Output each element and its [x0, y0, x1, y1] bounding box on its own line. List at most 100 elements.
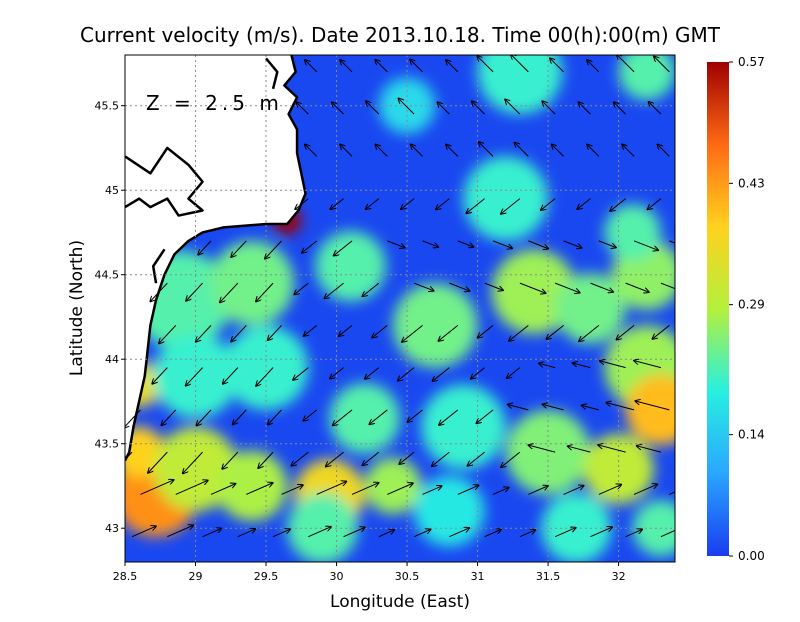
velocity-arrow: [399, 451, 415, 464]
velocity-arrow: [616, 325, 635, 339]
y-tick-label: 43.5: [95, 438, 120, 451]
velocity-arrow: [446, 60, 459, 73]
velocity-arrow: [492, 488, 509, 495]
velocity-arrow: [308, 527, 330, 538]
velocity-arrow: [660, 529, 675, 538]
velocity-arrow: [408, 409, 423, 422]
velocity-arrow: [125, 409, 141, 428]
velocity-arrow: [590, 282, 613, 292]
x-tick-label: 28.5: [113, 570, 138, 583]
velocity-arrow: [398, 367, 415, 381]
velocity-arrow: [387, 483, 412, 495]
velocity-arrow: [411, 145, 423, 157]
velocity-arrow: [528, 486, 547, 495]
x-tick-label: 31.5: [536, 570, 561, 583]
speed-patch: [315, 230, 386, 302]
velocity-arrow: [439, 409, 459, 425]
velocity-arrow: [648, 198, 662, 210]
velocity-arrow: [410, 60, 423, 73]
velocity-arrow: [305, 60, 318, 73]
velocity-arrow: [148, 451, 168, 473]
velocity-arrow: [471, 367, 485, 379]
velocity-arrow: [272, 529, 290, 538]
velocity-arrow: [401, 198, 415, 209]
velocity-arrow: [449, 282, 469, 291]
velocity-arrow: [296, 102, 309, 115]
velocity-arrow: [598, 485, 621, 495]
velocity-arrow: [511, 55, 529, 73]
speed-patch: [421, 384, 506, 470]
velocity-arrow: [654, 57, 670, 73]
velocity-arrow: [159, 325, 177, 343]
velocity-arrow: [449, 528, 469, 538]
velocity-arrow: [633, 484, 657, 495]
x-tick-label: 31: [471, 570, 485, 583]
velocity-arrow: [508, 404, 529, 411]
velocity-arrow: [509, 325, 529, 340]
colorbar-tick-label: 0.43: [738, 176, 765, 190]
velocity-arrow: [579, 325, 600, 341]
velocity-arrow: [256, 282, 274, 301]
velocity-arrow: [161, 409, 177, 425]
velocity-arrow: [484, 282, 503, 290]
y-axis-ticks: 43 43.5 44 44.5 45 45.5: [95, 100, 125, 535]
velocity-arrow: [528, 240, 548, 249]
velocity-arrow: [577, 198, 591, 209]
velocity-arrow: [614, 102, 626, 115]
velocity-arrow: [125, 451, 133, 461]
velocity-arrow: [438, 325, 459, 341]
velocity-arrow: [222, 451, 239, 469]
velocity-arrow: [422, 486, 442, 495]
velocity-arrow: [372, 325, 388, 337]
velocity-arrow: [152, 367, 168, 384]
velocity-arrow: [552, 145, 564, 157]
y-tick-label: 43: [105, 522, 119, 535]
velocity-arrow: [220, 282, 239, 302]
velocity-arrow: [183, 451, 203, 473]
speed-patch: [364, 457, 422, 515]
x-axis-ticks: 28.5 29 29.5 30 30.5 31 31.5 32: [113, 562, 626, 583]
velocity-arrow: [590, 527, 612, 538]
velocity-arrow: [167, 525, 193, 538]
velocity-arrows: [125, 55, 675, 538]
coastline: [125, 55, 307, 462]
velocity-arrow: [539, 363, 556, 369]
velocity-arrow: [402, 325, 423, 341]
velocity-arrow: [375, 60, 388, 73]
velocity-arrow: [606, 403, 635, 411]
velocity-arrow: [563, 240, 582, 248]
speed-field: [125, 55, 675, 562]
velocity-arrow: [246, 483, 272, 495]
velocity-arrow: [633, 240, 658, 250]
velocity-arrow: [622, 145, 635, 157]
plot-frame: [124, 54, 676, 563]
speed-patch: [632, 500, 675, 557]
coastline-detail: [265, 57, 279, 90]
velocity-arrow: [258, 451, 274, 468]
velocity-arrow: [457, 485, 479, 495]
velocity-arrow: [196, 325, 212, 341]
velocity-arrow: [331, 198, 344, 209]
speed-patch: [414, 476, 485, 547]
velocity-arrow: [305, 145, 318, 157]
velocity-arrow: [340, 60, 353, 73]
speed-patch: [625, 374, 675, 446]
velocity-arrow: [343, 527, 365, 538]
colorbar-bar: [707, 62, 729, 556]
velocity-arrow: [587, 60, 600, 73]
speed-patch: [491, 249, 577, 334]
velocity-arrow: [649, 102, 662, 115]
coastline-detail: [125, 146, 204, 217]
velocity-arrow: [366, 198, 380, 209]
velocity-arrow: [554, 282, 579, 293]
velocity-arrow: [291, 451, 309, 466]
velocity-arrow: [268, 409, 282, 425]
velocity-arrow: [479, 142, 494, 157]
velocity-arrow: [375, 145, 388, 157]
velocity-arrow: [265, 240, 282, 259]
x-tick-label: 29: [189, 570, 203, 583]
depth-label: Z = 2.5 m: [146, 91, 283, 115]
velocity-arrow: [637, 446, 662, 453]
velocity-arrow: [501, 451, 521, 467]
